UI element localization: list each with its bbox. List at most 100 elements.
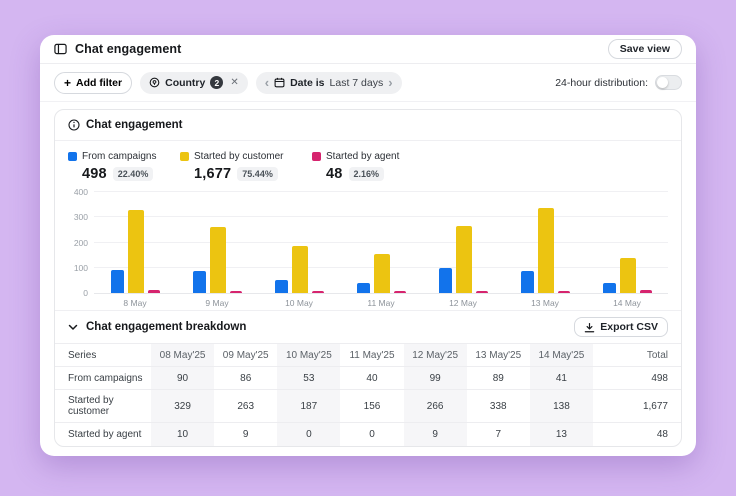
bar-started-by-agent[interactable] <box>311 291 324 293</box>
table-cell: 7 <box>466 422 530 446</box>
bar-group: 11 May <box>340 192 422 310</box>
bar-started-by-agent[interactable] <box>393 291 406 293</box>
table-header-cell: 09 May'25 <box>214 343 278 367</box>
bar-started-by-customer[interactable] <box>373 253 390 293</box>
table-header-cell: 13 May'25 <box>466 343 530 367</box>
bar-from-campaigns[interactable] <box>438 268 452 293</box>
table-cell: 138 <box>529 389 593 423</box>
table-row: From campaigns 90 86 53 40 99 89 41 498 <box>55 366 681 390</box>
bar-started-by-agent[interactable] <box>147 290 160 293</box>
x-tick-label: 8 May <box>123 298 147 308</box>
bar-started-by-customer[interactable] <box>127 209 144 293</box>
info-icon[interactable] <box>68 119 80 131</box>
y-tick-label: 300 <box>73 212 88 223</box>
location-icon <box>149 77 160 88</box>
bar-from-campaigns[interactable] <box>192 271 206 293</box>
export-csv-button[interactable]: Export CSV <box>574 317 668 337</box>
table-cell: 41 <box>529 366 593 390</box>
legend-item-campaigns[interactable]: From campaigns 498 22.40% <box>68 151 180 182</box>
breakdown-collapse-toggle[interactable]: Chat engagement breakdown <box>68 321 246 333</box>
y-tick-label: 400 <box>73 187 88 197</box>
distribution-toggle-label: 24-hour distribution: <box>555 76 648 89</box>
bar-group: 13 May <box>504 192 586 310</box>
table-cell: 338 <box>466 389 530 423</box>
save-view-button[interactable]: Save view <box>607 39 682 59</box>
bar-from-campaigns[interactable] <box>520 270 534 293</box>
table-header-cell: 08 May'25 <box>151 343 215 367</box>
table-row: Started by agent 10 9 0 0 9 7 13 48 <box>55 422 681 446</box>
table-cell: 329 <box>151 389 215 423</box>
x-tick-label: 12 May <box>449 298 477 308</box>
bar-group: 8 May <box>94 192 176 310</box>
app-window: Chat engagement Save view + Add filter C… <box>40 35 696 456</box>
table-cell: 99 <box>403 366 467 390</box>
table-cell: 40 <box>340 366 404 390</box>
table-cell: 86 <box>214 366 278 390</box>
table-cell: 10 <box>151 422 215 446</box>
filter-bar: + Add filter Country 2 ✕ ‹ <box>40 64 696 102</box>
breakdown-header: Chat engagement breakdown Export CSV <box>55 310 681 343</box>
table-cell: Started by agent <box>55 422 151 446</box>
bar-chart: 0 100 200 300 400 8 May 9 May 10 May 11 May 12 M… <box>55 187 681 310</box>
table-cell: 9 <box>214 422 278 446</box>
card-title: Chat engagement <box>86 119 183 131</box>
bar-started-by-customer[interactable] <box>619 258 636 293</box>
sidebar-panel-icon[interactable] <box>54 43 67 55</box>
bar-from-campaigns[interactable] <box>110 270 124 293</box>
table-header-cell: 14 May'25 <box>529 343 593 367</box>
bar-started-by-agent[interactable] <box>639 289 652 293</box>
plus-icon: + <box>64 75 72 90</box>
bar-started-by-customer[interactable] <box>455 225 472 293</box>
gridline <box>94 293 668 294</box>
bar-started-by-customer[interactable] <box>291 245 308 293</box>
gridline <box>94 191 668 192</box>
table-cell: 156 <box>340 389 404 423</box>
calendar-icon <box>274 77 285 88</box>
y-tick-label: 200 <box>73 237 88 248</box>
table-cell: 89 <box>466 366 530 390</box>
table-cell: 0 <box>277 422 341 446</box>
x-tick-label: 14 May <box>613 298 641 308</box>
chart-bar-groups: 8 May 9 May 10 May 11 May 12 May 13 May 14 May <box>94 192 668 310</box>
chat-engagement-card: Chat engagement From campaigns 498 22.40… <box>54 109 682 447</box>
table-cell: 498 <box>593 366 681 390</box>
legend-item-customer[interactable]: Started by customer 1,677 75.44% <box>180 151 312 182</box>
page-title: Chat engagement <box>75 42 182 56</box>
y-tick-label: 0 <box>83 288 88 298</box>
date-prev-icon[interactable]: ‹ <box>264 75 270 90</box>
bar-started-by-agent[interactable] <box>475 290 488 293</box>
bar-started-by-agent[interactable] <box>229 290 242 293</box>
bar-from-campaigns[interactable] <box>602 282 616 293</box>
x-tick-label: 11 May <box>367 298 395 308</box>
legend-value: 48 <box>326 166 343 182</box>
bar-from-campaigns[interactable] <box>356 282 370 293</box>
table-header-row: Series 08 May'25 09 May'25 10 May'25 11 May'… <box>55 343 681 367</box>
bar-started-by-customer[interactable] <box>209 226 226 293</box>
table-cell: 1,677 <box>593 389 681 423</box>
download-icon <box>584 322 595 333</box>
toggle-knob <box>657 77 668 88</box>
bar-started-by-agent[interactable] <box>557 291 570 293</box>
table-head: Series 08 May'25 09 May'25 10 May'25 11 May'… <box>55 343 681 367</box>
remove-country-filter-icon[interactable]: ✕ <box>230 77 239 88</box>
chart-y-axis: 0 100 200 300 400 <box>68 187 94 298</box>
country-filter-chip[interactable]: Country 2 ✕ <box>140 71 248 94</box>
gridline <box>94 216 668 218</box>
legend-percent-badge: 75.44% <box>237 167 278 181</box>
date-filter-chip[interactable]: ‹ Date is Last 7 days › <box>255 71 402 94</box>
x-tick-label: 13 May <box>531 298 559 308</box>
legend-item-agent[interactable]: Started by agent 48 2.16% <box>312 151 424 182</box>
x-tick-label: 9 May <box>205 298 229 308</box>
date-next-icon[interactable]: › <box>388 75 393 90</box>
bar-group: 14 May <box>586 192 668 310</box>
chart-plot: 8 May 9 May 10 May 11 May 12 May 13 May 14 May <box>94 191 668 310</box>
bar-from-campaigns[interactable] <box>274 279 288 293</box>
table-header-cell: 11 May'25 <box>340 343 404 367</box>
y-tick-label: 100 <box>73 262 88 273</box>
bar-started-by-customer[interactable] <box>537 207 554 293</box>
bar-group: 9 May <box>176 192 258 310</box>
add-filter-button[interactable]: + Add filter <box>54 71 133 94</box>
legend-percent-badge: 2.16% <box>348 167 385 181</box>
distribution-toggle[interactable] <box>655 75 682 90</box>
country-count-badge: 2 <box>210 76 224 89</box>
